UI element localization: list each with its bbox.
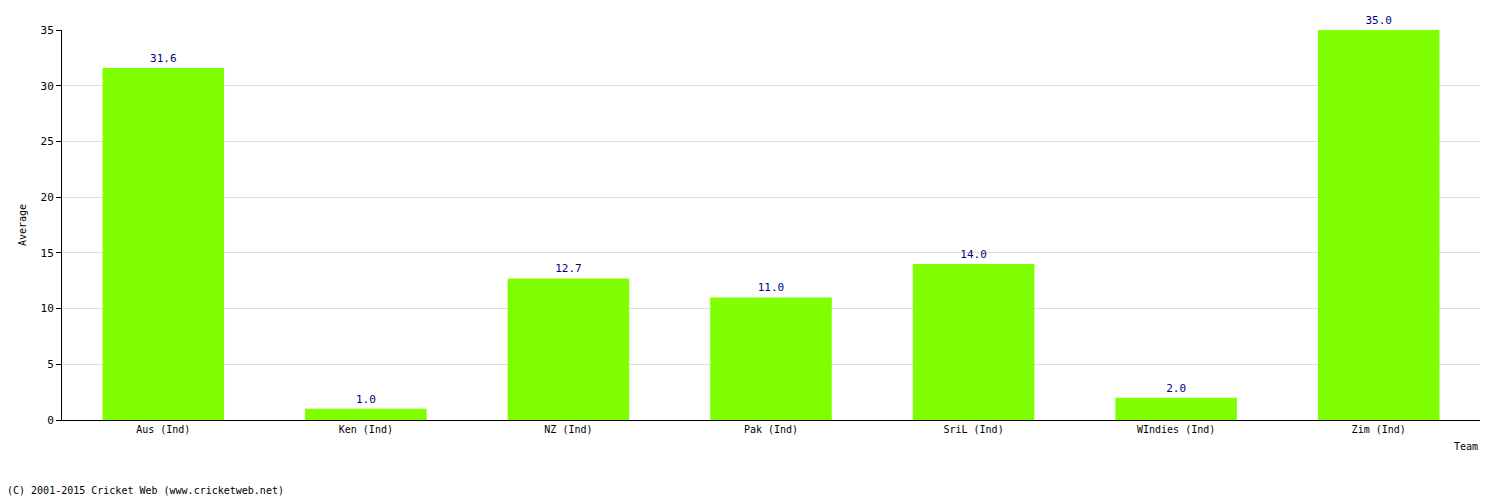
svg-text:5: 5 bbox=[47, 358, 54, 371]
svg-text:0: 0 bbox=[47, 414, 54, 427]
svg-text:WIndies (Ind): WIndies (Ind) bbox=[1137, 424, 1215, 435]
svg-text:35: 35 bbox=[41, 24, 54, 37]
svg-text:11.0: 11.0 bbox=[758, 281, 785, 294]
svg-text:31.6: 31.6 bbox=[150, 52, 177, 65]
svg-text:Team: Team bbox=[1454, 441, 1478, 452]
svg-text:Aus (Ind): Aus (Ind) bbox=[136, 424, 190, 435]
svg-text:12.7: 12.7 bbox=[555, 262, 582, 275]
svg-text:1.0: 1.0 bbox=[356, 393, 376, 406]
svg-text:Zim (Ind): Zim (Ind) bbox=[1352, 424, 1406, 435]
svg-text:NZ (Ind): NZ (Ind) bbox=[544, 424, 592, 435]
svg-text:SriL (Ind): SriL (Ind) bbox=[943, 424, 1003, 435]
svg-text:14.0: 14.0 bbox=[960, 248, 987, 261]
svg-text:(C) 2001-2015 Cricket Web (www: (C) 2001-2015 Cricket Web (www.cricketwe… bbox=[7, 485, 284, 496]
svg-text:2.0: 2.0 bbox=[1166, 382, 1186, 395]
svg-text:15: 15 bbox=[41, 247, 54, 260]
svg-text:Average: Average bbox=[17, 204, 28, 246]
svg-text:35.0: 35.0 bbox=[1365, 14, 1392, 27]
svg-text:Ken (Ind): Ken (Ind) bbox=[339, 424, 393, 435]
svg-text:10: 10 bbox=[41, 302, 54, 315]
svg-text:25: 25 bbox=[41, 135, 54, 148]
svg-text:20: 20 bbox=[41, 191, 54, 204]
svg-text:30: 30 bbox=[41, 80, 54, 93]
svg-text:Pak (Ind): Pak (Ind) bbox=[744, 424, 798, 435]
